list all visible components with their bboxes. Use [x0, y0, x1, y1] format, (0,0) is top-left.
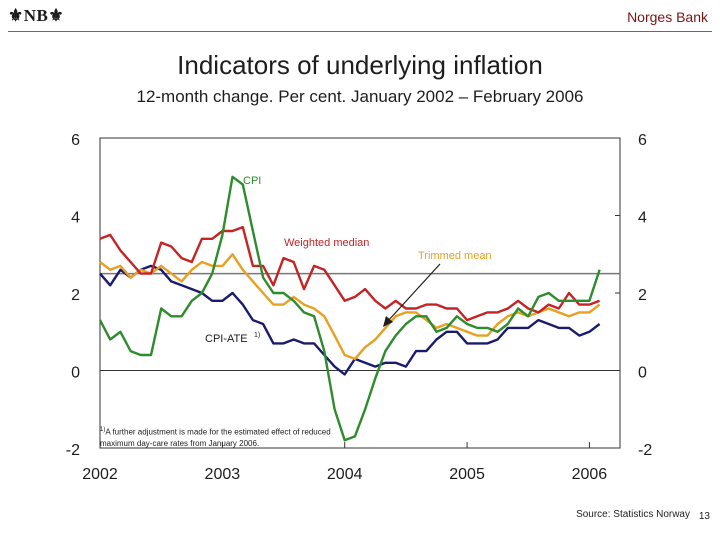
annotation-trimmed-mean: Trimmed mean	[418, 250, 492, 262]
bank-name: Norges Bank	[627, 9, 708, 25]
y-tick-label-left: 4	[71, 210, 80, 227]
footnote: 1)A further adjustment is made for the e…	[100, 427, 331, 448]
y-tick-label-right: 4	[638, 210, 647, 227]
y-tick-label-right: 0	[638, 365, 647, 382]
annotation-cpi-ate-superscript: 1)	[254, 332, 260, 339]
series-line-cpi	[98, 175, 601, 442]
source-note: Source: Statistics Norway	[576, 509, 690, 520]
chart-subtitle: 12-month change. Per cent. January 2002 …	[136, 87, 584, 106]
page-number: 13	[698, 511, 710, 522]
annotation-weighted-median: Weighted median	[284, 237, 369, 249]
x-tick-label: 2005	[449, 466, 485, 483]
y-tick-label-left: -2	[66, 442, 80, 459]
annotation-cpi: CPI	[243, 175, 261, 187]
x-tick-label: 2004	[327, 466, 363, 483]
y-tick-label-left: 6	[71, 132, 80, 149]
annotation-arrowhead	[383, 316, 393, 327]
chart-title: Indicators of underlying inflation	[177, 50, 543, 80]
series-line-weighted-median	[99, 225, 601, 322]
x-tick-label: 2003	[205, 466, 241, 483]
norges-bank-logo: ⚜NB⚜	[8, 6, 65, 25]
series-line-cpi-ate	[99, 264, 601, 376]
annotation-cpi-ate: CPI-ATE	[205, 333, 248, 345]
header-divider	[8, 31, 712, 32]
annotation-arrow	[386, 263, 441, 323]
x-tick-label: 2006	[572, 466, 608, 483]
y-tick-label-right: -2	[638, 442, 652, 459]
y-tick-label-right: 6	[638, 132, 647, 149]
y-tick-label-left: 2	[71, 287, 80, 304]
x-tick-label: 2002	[82, 466, 118, 483]
y-tick-label-right: 2	[638, 287, 647, 304]
y-tick-label-left: 0	[71, 365, 80, 382]
